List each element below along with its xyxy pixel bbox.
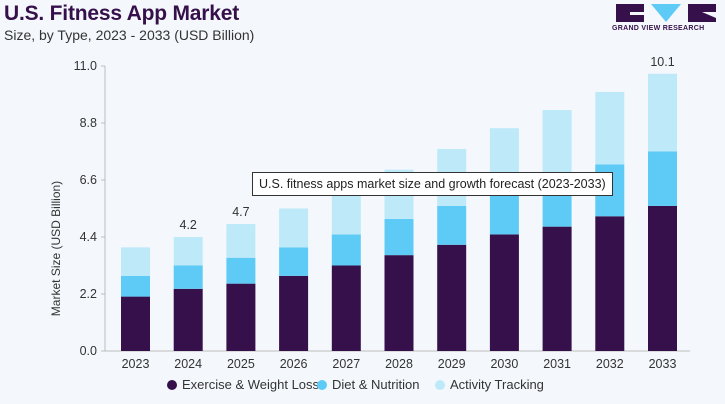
- bar-2026-diet-nutrition: [279, 247, 309, 276]
- bar-2027-exercise-weight-loss: [331, 265, 361, 351]
- bar-2024-diet-nutrition: [173, 265, 203, 289]
- x-tick-label: 2030: [490, 357, 518, 371]
- legend-label: Diet & Nutrition: [332, 377, 419, 392]
- legend-label: Exercise & Weight Loss: [182, 377, 320, 392]
- x-tick-label: 2031: [543, 357, 571, 371]
- y-tick-label: 0.0: [80, 344, 97, 358]
- bar-2029-exercise-weight-loss: [437, 244, 467, 351]
- x-tick-label: 2032: [596, 357, 624, 371]
- legend-marker: [435, 380, 445, 390]
- bar-2028-diet-nutrition: [384, 218, 414, 256]
- x-tick-label: 2026: [280, 357, 308, 371]
- bar-2027-diet-nutrition: [331, 234, 361, 266]
- legend-label: Activity Tracking: [450, 377, 544, 392]
- x-tick-label: 2027: [332, 357, 360, 371]
- bar-2032-activity-tracking: [595, 91, 625, 165]
- bar-2030-diet-nutrition: [489, 192, 519, 235]
- bar-2033-diet-nutrition: [648, 151, 677, 206]
- chart-subtitle: Size, by Type, 2023 - 2033 (USD Billion): [4, 27, 255, 43]
- bar-2032-exercise-weight-loss: [595, 216, 625, 351]
- bar-2028-exercise-weight-loss: [384, 255, 414, 351]
- y-tick-label: 6.6: [80, 173, 97, 187]
- bar-2031-activity-tracking: [542, 110, 572, 183]
- chart-tooltip: U.S. fitness apps market size and growth…: [252, 172, 613, 196]
- y-axis-label: Market Size (USD Billion): [49, 181, 63, 316]
- bar-2026-exercise-weight-loss: [279, 275, 309, 351]
- legend-marker: [317, 380, 327, 390]
- bar-2025-exercise-weight-loss: [226, 283, 256, 351]
- bar-2031-exercise-weight-loss: [542, 226, 572, 351]
- bar-2023-diet-nutrition: [121, 275, 150, 297]
- legend-marker: [167, 380, 177, 390]
- bar-2023-activity-tracking: [121, 247, 150, 276]
- data-label: 4.2: [180, 218, 197, 232]
- x-tick-label: 2024: [174, 357, 202, 371]
- y-tick-label: 11.0: [74, 59, 97, 73]
- grand-view-research-logo: [616, 4, 716, 22]
- bar-2033-activity-tracking: [648, 73, 677, 152]
- x-tick-label: 2029: [438, 357, 466, 371]
- bar-2033-exercise-weight-loss: [648, 205, 677, 351]
- x-tick-label: 2033: [649, 357, 677, 371]
- x-tick-label: 2023: [122, 357, 150, 371]
- bar-2023-exercise-weight-loss: [121, 296, 150, 351]
- chart-title: U.S. Fitness App Market: [4, 2, 240, 25]
- x-tick-label: 2025: [227, 357, 255, 371]
- logo-text: GRAND VIEW RESEARCH: [612, 25, 705, 32]
- bar-2024-activity-tracking: [173, 237, 203, 266]
- y-tick-label: 2.2: [80, 287, 97, 301]
- data-label: 4.7: [232, 205, 249, 219]
- bar-2030-exercise-weight-loss: [489, 234, 519, 351]
- y-tick-label: 8.8: [80, 116, 97, 130]
- bar-2024-exercise-weight-loss: [173, 288, 203, 351]
- bar-2025-diet-nutrition: [226, 257, 256, 284]
- bar-2025-activity-tracking: [226, 224, 256, 258]
- bar-2029-diet-nutrition: [437, 205, 467, 245]
- y-tick-label: 4.4: [80, 230, 97, 244]
- data-label: 10.1: [650, 55, 674, 69]
- x-tick-label: 2028: [385, 357, 413, 371]
- bar-2026-activity-tracking: [279, 208, 309, 248]
